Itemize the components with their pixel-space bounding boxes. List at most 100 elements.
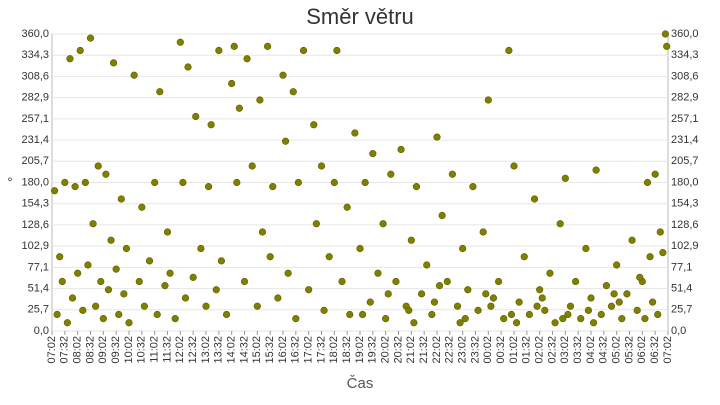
- point: [479, 228, 487, 236]
- point: [453, 302, 462, 310]
- y2-tick-label: 25,7: [671, 304, 692, 316]
- y-tick-label: 231,4: [21, 134, 49, 146]
- point: [546, 269, 554, 277]
- point: [430, 298, 439, 306]
- point: [346, 310, 354, 319]
- point: [109, 59, 118, 67]
- point: [515, 298, 523, 306]
- point: [438, 211, 446, 220]
- point: [248, 162, 256, 170]
- point: [551, 319, 559, 327]
- point: [643, 178, 652, 187]
- x-tick-label: 09:02: [97, 336, 109, 364]
- x-tick-label: 12:02: [174, 336, 186, 364]
- x-tick-label: 13:32: [213, 336, 225, 364]
- x-tick-label: 14:02: [226, 336, 238, 364]
- point: [56, 253, 64, 261]
- point: [613, 261, 621, 269]
- point: [469, 183, 477, 191]
- point: [71, 183, 79, 191]
- point: [176, 38, 184, 46]
- point: [281, 137, 290, 145]
- point: [310, 121, 318, 129]
- y-tick-label: 0,0: [34, 325, 49, 337]
- point: [240, 277, 249, 286]
- point: [58, 277, 66, 286]
- point: [204, 183, 213, 191]
- y-tick-label: 77,1: [28, 261, 49, 273]
- x-tick-label: 18:02: [328, 336, 340, 364]
- point: [222, 310, 231, 319]
- x-tick-label: 20:02: [380, 336, 392, 364]
- point: [258, 228, 267, 236]
- x-tick-label: 02:32: [546, 336, 558, 364]
- y-axis-label: °: [7, 174, 12, 189]
- y-tick-label: 180,0: [21, 176, 49, 188]
- point: [561, 174, 569, 182]
- point: [317, 162, 326, 170]
- point: [379, 220, 387, 228]
- point: [122, 244, 131, 253]
- point: [79, 306, 87, 314]
- point: [405, 306, 413, 314]
- x-tick-label: 22:02: [431, 336, 443, 364]
- point: [171, 315, 179, 323]
- point: [641, 315, 649, 323]
- x-tick-label: 18:32: [341, 336, 353, 364]
- x-tick-label: 21:32: [418, 336, 430, 364]
- x-tick-label: 06:02: [636, 336, 648, 364]
- x-tick-label: 11:02: [149, 336, 161, 363]
- point: [610, 290, 618, 298]
- point: [230, 42, 238, 50]
- point: [356, 244, 364, 253]
- point: [456, 319, 464, 327]
- x-axis-label: Čas: [347, 375, 374, 392]
- point: [138, 203, 146, 211]
- x-tick-label: 22:32: [444, 336, 456, 364]
- y2-tick-label: 180,0: [671, 176, 699, 188]
- x-tick-label: 04:02: [585, 336, 597, 364]
- x-tick-label: 10:32: [136, 336, 148, 364]
- point: [358, 310, 367, 319]
- point: [654, 310, 662, 319]
- point: [66, 55, 74, 63]
- point: [233, 178, 241, 187]
- point: [607, 302, 616, 310]
- point: [597, 310, 605, 319]
- x-tick-label: 14:32: [238, 336, 250, 364]
- y-tick-label: 334,3: [21, 49, 49, 61]
- point: [366, 298, 374, 306]
- point: [392, 277, 400, 286]
- point: [584, 306, 593, 314]
- y2-tick-label: 231,4: [671, 134, 699, 146]
- point: [656, 228, 664, 236]
- point: [382, 315, 390, 323]
- y-tick-label: 360,0: [21, 28, 49, 40]
- y-tick-label: 102,9: [21, 240, 49, 252]
- point: [184, 63, 192, 71]
- point: [582, 244, 590, 253]
- x-tick-label: 00:32: [495, 336, 507, 364]
- point: [102, 170, 110, 178]
- point: [156, 88, 164, 96]
- point: [397, 145, 405, 154]
- point: [107, 236, 115, 244]
- y-tick-label: 25,7: [28, 304, 49, 316]
- point: [533, 302, 541, 310]
- point: [443, 277, 451, 286]
- point: [530, 195, 539, 203]
- point: [464, 286, 472, 294]
- y2-tick-label: 334,3: [671, 49, 699, 61]
- point: [433, 133, 441, 141]
- point: [207, 121, 215, 129]
- point: [92, 302, 100, 310]
- x-tick-label: 08:02: [72, 336, 84, 364]
- point: [428, 310, 436, 319]
- point: [130, 71, 138, 79]
- point: [189, 273, 197, 281]
- x-tick-label: 19:32: [367, 336, 379, 364]
- point: [500, 315, 508, 323]
- x-tick-label: 19:02: [354, 336, 366, 364]
- point: [651, 170, 659, 178]
- y-tick-label: 282,9: [21, 92, 49, 104]
